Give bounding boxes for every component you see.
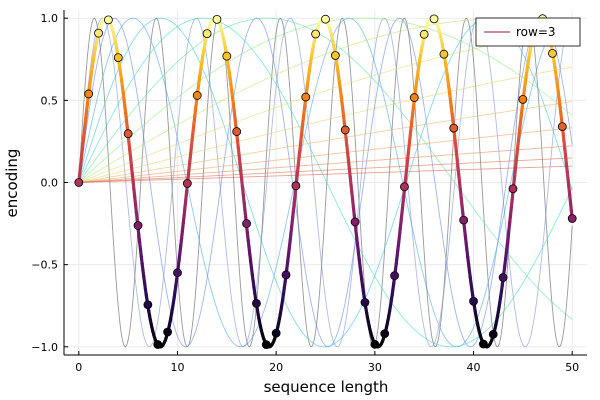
data-point (469, 296, 478, 306)
background-curve (78, 17, 573, 348)
x-axis-label: sequence length (264, 378, 389, 396)
data-point (400, 182, 409, 192)
background-curve (78, 17, 573, 348)
x-tick-label: 0 (75, 361, 82, 374)
y-tick-label: 1.0 (41, 12, 59, 25)
data-point (163, 327, 173, 337)
data-point (557, 122, 567, 132)
y-ticks: −1.0 −0.5 0.0 0.5 1.0 (31, 12, 68, 354)
data-point (409, 93, 419, 102)
data-point (123, 129, 133, 139)
data-point (498, 273, 508, 282)
data-point (390, 271, 399, 281)
data-point (518, 94, 528, 104)
background-curve (78, 157, 573, 183)
data-point (104, 15, 113, 25)
background-curve (78, 165, 573, 183)
data-point (301, 92, 311, 102)
y-tick-label: 0.0 (41, 177, 59, 190)
data-point (113, 53, 123, 63)
background-curve (78, 145, 573, 183)
data-point (182, 179, 192, 188)
y-tick-label: 0.5 (41, 94, 59, 107)
data-point (242, 219, 251, 228)
data-point (380, 329, 390, 339)
data-point (419, 29, 429, 39)
data-point (478, 339, 488, 349)
background-curve (78, 127, 573, 183)
data-point (74, 178, 84, 187)
data-point (439, 49, 449, 59)
background-curve (78, 66, 573, 183)
background-curve (78, 17, 573, 320)
background-curve (78, 101, 573, 183)
data-point (488, 329, 498, 339)
data-point (212, 14, 222, 24)
data-point (508, 184, 518, 194)
data-point (261, 340, 271, 350)
data-point (94, 28, 103, 38)
data-point (252, 299, 261, 308)
series-row3-points (74, 14, 577, 350)
data-point (350, 217, 360, 227)
data-point (311, 29, 321, 39)
data-point (143, 300, 153, 310)
data-point (281, 270, 291, 280)
data-point (133, 221, 143, 230)
data-point (429, 14, 439, 24)
x-tick-label: 50 (565, 361, 579, 374)
data-point (153, 340, 163, 349)
data-point (548, 48, 557, 58)
data-point (202, 29, 212, 39)
data-point (291, 181, 301, 191)
data-point (340, 125, 350, 135)
background-curve (78, 17, 573, 348)
data-point (271, 328, 281, 338)
data-point (459, 215, 469, 225)
y-tick-label: −1.0 (31, 341, 58, 354)
data-point (222, 51, 232, 61)
x-tick-label: 30 (368, 361, 382, 374)
y-tick-label: −0.5 (31, 259, 58, 272)
x-ticks: 0 10 20 30 40 50 (75, 351, 579, 374)
data-point (567, 214, 577, 223)
x-tick-label: 10 (170, 361, 184, 374)
data-point (360, 298, 370, 307)
data-point (321, 14, 330, 24)
data-point (192, 91, 202, 100)
x-tick-label: 40 (467, 361, 481, 374)
y-axis-label: encoding (3, 149, 21, 218)
data-point (449, 123, 459, 133)
legend-label: row=3 (516, 25, 556, 39)
data-point (84, 89, 94, 99)
x-tick-label: 20 (269, 361, 283, 374)
data-point (173, 268, 182, 278)
legend: row=3 (475, 17, 581, 47)
data-point (330, 51, 340, 60)
data-point (370, 339, 380, 349)
background-curve (78, 17, 573, 348)
data-point (232, 127, 242, 136)
